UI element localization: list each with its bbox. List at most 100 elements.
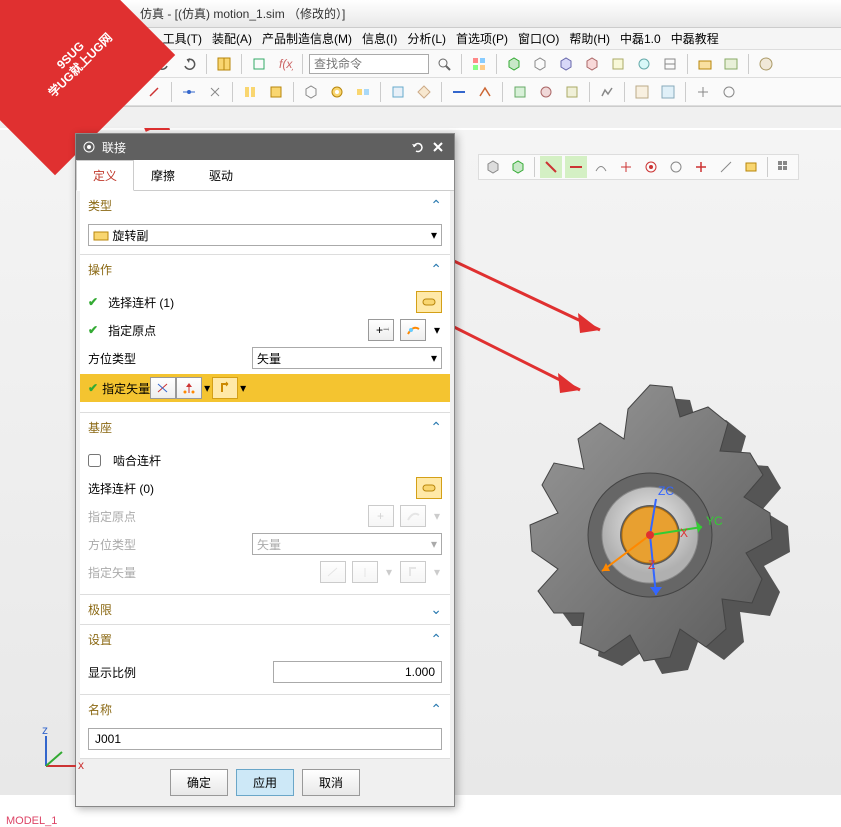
tool-icon[interactable]	[657, 81, 679, 103]
tool-icon[interactable]	[300, 81, 322, 103]
point-picker-button[interactable]	[400, 319, 426, 341]
tool-icon[interactable]	[326, 81, 348, 103]
menu-analysis[interactable]: 分析(L)	[403, 30, 450, 47]
menu-preferences[interactable]: 首选项(P)	[452, 30, 512, 47]
vp-icon[interactable]	[482, 156, 504, 178]
ok-button[interactable]: 确定	[170, 769, 228, 796]
tool-icon[interactable]	[265, 81, 287, 103]
select-link-button[interactable]	[416, 477, 442, 499]
vp-grid-icon[interactable]	[773, 156, 795, 178]
menu-info[interactable]: 信息(I)	[358, 30, 401, 47]
dropdown-icon: ▾	[432, 565, 442, 579]
dropdown-icon[interactable]: ▾	[202, 381, 212, 395]
chevron-up-icon: ⌃	[430, 261, 442, 278]
tool-icon[interactable]	[468, 53, 490, 75]
type-select[interactable]: 旋转副 ▾	[88, 224, 442, 246]
tool-icon[interactable]	[387, 81, 409, 103]
reset-icon[interactable]	[408, 137, 428, 157]
tool-fx-icon[interactable]: f(x)	[274, 53, 296, 75]
orient-type-select[interactable]: 矢量 ▾	[252, 347, 442, 369]
tool-icon[interactable]	[607, 53, 629, 75]
point-button[interactable]: +→	[368, 319, 394, 341]
search-input[interactable]	[309, 54, 429, 74]
vp-icon[interactable]	[590, 156, 612, 178]
vector-auto-button	[400, 561, 426, 583]
scale-input[interactable]	[273, 661, 442, 683]
name-input[interactable]	[88, 728, 442, 750]
search-icon[interactable]	[433, 53, 455, 75]
tool-icon[interactable]	[178, 81, 200, 103]
tool-icon[interactable]	[448, 81, 470, 103]
dropdown-icon: ▾	[432, 509, 442, 523]
tool-icon[interactable]	[755, 53, 777, 75]
section-settings-header[interactable]: 设置⌃	[80, 625, 450, 654]
tab-friction[interactable]: 摩擦	[134, 160, 192, 190]
tool-icon[interactable]	[561, 81, 583, 103]
cancel-button[interactable]: 取消	[302, 769, 360, 796]
vp-icon[interactable]	[740, 156, 762, 178]
vp-icon[interactable]	[565, 156, 587, 178]
check-icon: ✔	[88, 323, 98, 337]
tool-icon[interactable]	[659, 53, 681, 75]
orient-value: 矢量	[257, 350, 281, 367]
menu-help[interactable]: 帮助(H)	[565, 30, 614, 47]
gear-icon	[82, 140, 96, 154]
menu-pmi[interactable]: 产品制造信息(M)	[258, 30, 356, 47]
tab-driver[interactable]: 驱动	[192, 160, 250, 190]
orient-type-label: 方位类型	[88, 536, 246, 553]
vector-auto-button[interactable]	[212, 377, 238, 399]
vector-axis-button[interactable]	[176, 377, 202, 399]
section-name-header[interactable]: 名称⌃	[80, 695, 450, 724]
orient-type-label: 方位类型	[88, 350, 246, 367]
tool-icon[interactable]	[213, 53, 235, 75]
tool-icon[interactable]	[248, 53, 270, 75]
vp-icon[interactable]	[715, 156, 737, 178]
tool-icon[interactable]	[581, 53, 603, 75]
tool-icon[interactable]	[509, 81, 531, 103]
tool-icon[interactable]	[631, 81, 653, 103]
menu-zhonglei2[interactable]: 中磊教程	[667, 30, 723, 47]
vp-icon[interactable]	[540, 156, 562, 178]
tool-icon[interactable]	[596, 81, 618, 103]
menu-assembly[interactable]: 装配(A)	[208, 30, 256, 47]
tool-icon[interactable]	[555, 53, 577, 75]
tool-icon[interactable]	[503, 53, 525, 75]
vp-icon[interactable]	[665, 156, 687, 178]
menu-tools[interactable]: 工具(T)	[159, 30, 206, 47]
dropdown-icon[interactable]: ▾	[238, 381, 248, 395]
scale-label: 显示比例	[88, 664, 267, 681]
tool-icon[interactable]	[204, 81, 226, 103]
vp-icon[interactable]	[690, 156, 712, 178]
mesh-link-checkbox[interactable]	[88, 454, 101, 467]
menu-zhonglei1[interactable]: 中磊1.0	[616, 30, 665, 47]
vp-icon[interactable]	[615, 156, 637, 178]
section-limit-header[interactable]: 极限⌄	[80, 595, 450, 624]
tool-icon[interactable]	[529, 53, 551, 75]
tool-icon[interactable]	[474, 81, 496, 103]
tab-definition[interactable]: 定义	[76, 160, 134, 191]
tool-icon[interactable]	[413, 81, 435, 103]
tool-icon[interactable]	[352, 81, 374, 103]
section-action-header[interactable]: 操作⌃	[80, 255, 450, 284]
select-link-button[interactable]	[416, 291, 442, 313]
tool-icon[interactable]	[535, 81, 557, 103]
vector-button[interactable]	[150, 377, 176, 399]
dropdown-icon[interactable]: ▾	[432, 323, 442, 337]
dialog-titlebar[interactable]: 联接	[76, 134, 454, 160]
vp-icon[interactable]	[640, 156, 662, 178]
tool-icon[interactable]	[692, 81, 714, 103]
redo-icon[interactable]	[178, 53, 200, 75]
tool-icon[interactable]	[718, 81, 740, 103]
section-type-header[interactable]: 类型⌃	[80, 191, 450, 220]
section-base-header[interactable]: 基座⌃	[80, 413, 450, 442]
apply-button[interactable]: 应用	[236, 769, 294, 796]
menu-window[interactable]: 窗口(O)	[514, 30, 563, 47]
vp-icon[interactable]	[507, 156, 529, 178]
tool-icon[interactable]	[720, 53, 742, 75]
tool-icon[interactable]	[694, 53, 716, 75]
tool-icon[interactable]	[239, 81, 261, 103]
close-icon[interactable]	[428, 137, 448, 157]
tool-icon[interactable]	[633, 53, 655, 75]
dialog-footer: 确定 应用 取消	[76, 759, 454, 806]
dropdown-icon: ▾	[431, 351, 437, 365]
